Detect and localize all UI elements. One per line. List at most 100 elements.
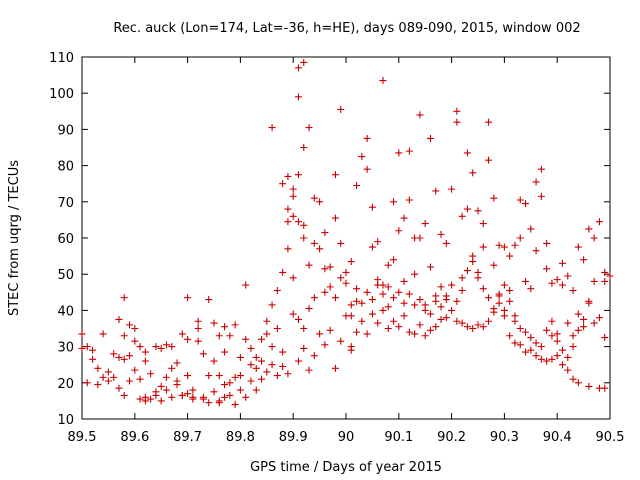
data-point	[400, 312, 408, 320]
data-point	[432, 323, 440, 331]
data-point	[252, 364, 260, 372]
data-point	[347, 258, 355, 266]
data-point	[601, 334, 609, 342]
data-point	[379, 306, 387, 314]
plot-frame	[81, 56, 611, 420]
data-point	[553, 352, 561, 360]
data-point	[469, 325, 477, 332]
data-point	[247, 344, 255, 352]
data-point	[110, 373, 118, 381]
data-point	[252, 386, 260, 394]
data-point	[83, 343, 91, 351]
data-point	[585, 225, 593, 233]
data-point	[199, 393, 207, 401]
data-point	[115, 315, 123, 323]
x-axis-label: GPS time / Days of year 2015	[250, 460, 442, 475]
data-point	[548, 279, 556, 287]
data-point	[210, 357, 218, 365]
data-point	[580, 323, 588, 331]
data-point	[516, 234, 524, 242]
x-tick-label: 89.5	[68, 430, 97, 445]
data-point	[184, 372, 192, 380]
chart-title: Rec. auck (Lon=174, Lat=-36, h=HE), days…	[113, 21, 580, 36]
data-point	[601, 384, 609, 392]
data-point	[411, 301, 419, 309]
data-point	[374, 319, 382, 327]
data-point	[569, 286, 577, 294]
data-point	[405, 328, 413, 336]
y-tick-label: 40	[57, 304, 74, 319]
data-point	[395, 227, 403, 235]
data-point	[537, 192, 545, 200]
data-point	[215, 399, 223, 407]
data-point	[548, 317, 556, 325]
data-point	[242, 393, 250, 401]
data-point	[268, 361, 276, 369]
data-point	[294, 93, 302, 101]
data-point	[347, 312, 355, 320]
data-point	[448, 306, 456, 314]
data-point	[120, 391, 128, 399]
data-point	[537, 355, 545, 363]
data-point	[453, 118, 461, 126]
data-point	[564, 272, 572, 280]
data-point	[564, 319, 572, 327]
data-point	[141, 397, 149, 405]
data-point	[522, 200, 530, 208]
data-point	[506, 252, 514, 260]
data-point	[242, 281, 250, 289]
data-point	[405, 147, 413, 155]
data-point	[247, 377, 255, 385]
data-point	[83, 379, 91, 387]
data-point	[543, 326, 551, 334]
data-point	[358, 317, 366, 325]
data-point	[463, 205, 471, 213]
data-point	[205, 399, 213, 407]
data-point	[368, 296, 376, 304]
data-point	[289, 274, 297, 282]
data-point	[126, 352, 134, 360]
data-point	[99, 330, 107, 338]
data-point	[453, 317, 461, 325]
data-point	[506, 286, 514, 294]
data-point	[279, 180, 287, 188]
y-tick-label: 100	[49, 87, 74, 102]
data-point	[294, 64, 302, 72]
data-point	[485, 317, 493, 325]
data-point	[273, 372, 281, 380]
data-point	[284, 245, 292, 253]
data-point	[580, 256, 588, 264]
x-tick-label: 89.6	[120, 430, 149, 445]
data-point	[569, 343, 577, 351]
data-point	[221, 381, 229, 389]
data-point	[210, 319, 218, 327]
data-point	[168, 393, 176, 401]
data-point	[289, 192, 297, 200]
data-point	[157, 382, 165, 390]
data-point	[247, 361, 255, 369]
data-point	[189, 386, 197, 394]
data-point	[453, 297, 461, 305]
data-point	[384, 261, 392, 269]
data-point	[368, 203, 376, 211]
data-point	[595, 218, 603, 226]
data-point	[527, 285, 535, 293]
data-point	[342, 268, 350, 276]
data-point	[463, 323, 471, 331]
data-point	[136, 375, 144, 383]
data-point	[390, 317, 398, 325]
data-point	[458, 212, 466, 220]
data-point	[374, 238, 382, 246]
data-point	[553, 337, 561, 345]
data-point	[162, 373, 170, 381]
data-point	[310, 352, 318, 360]
data-point	[553, 330, 561, 338]
x-tick-label: 90.1	[384, 430, 413, 445]
x-tick-label: 89.8	[226, 430, 255, 445]
data-point	[500, 312, 508, 320]
data-point	[268, 343, 276, 351]
x-tick-label: 90	[338, 430, 355, 445]
data-point	[474, 207, 482, 215]
data-point	[221, 323, 229, 331]
data-point	[184, 390, 192, 398]
